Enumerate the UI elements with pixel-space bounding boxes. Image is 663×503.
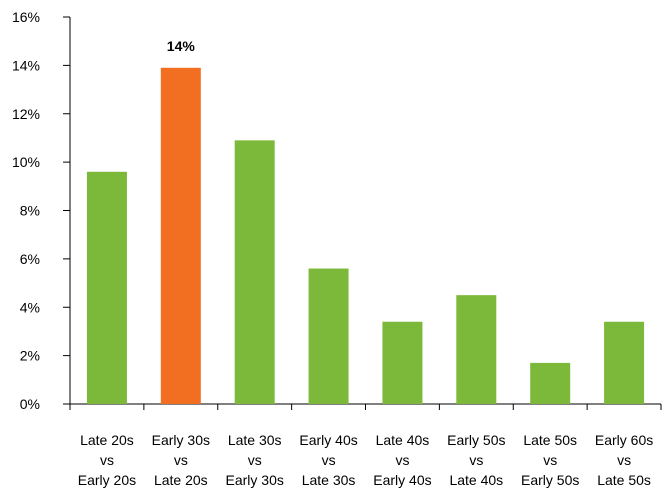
x-tick-label: Late 20s bbox=[80, 432, 134, 448]
x-tick-label: Late 30s bbox=[228, 432, 282, 448]
bar-7 bbox=[530, 362, 571, 404]
y-tick-label: 14% bbox=[12, 57, 40, 73]
y-tick-label: 16% bbox=[12, 9, 40, 25]
x-tick-label: Late 40s bbox=[376, 432, 430, 448]
x-tick-label: vs bbox=[322, 452, 336, 468]
x-tick-label: vs bbox=[395, 452, 409, 468]
x-tick-label: Early 40s bbox=[299, 432, 357, 448]
y-tick-label: 10% bbox=[12, 154, 40, 170]
x-tick-label: vs bbox=[174, 452, 188, 468]
y-tick-label: 6% bbox=[20, 251, 40, 267]
x-tick-label: Late 40s bbox=[449, 472, 503, 488]
bar-3 bbox=[234, 140, 275, 404]
x-tick-label: vs bbox=[100, 452, 114, 468]
x-tick-label: Early 60s bbox=[595, 432, 653, 448]
data-label: 14% bbox=[167, 38, 196, 54]
bar-6 bbox=[456, 295, 497, 404]
y-tick-label: 4% bbox=[20, 299, 40, 315]
x-tick-label: Late 50s bbox=[523, 432, 577, 448]
x-tick-label: vs bbox=[617, 452, 631, 468]
bar-2 bbox=[160, 67, 201, 404]
x-tick-label: Early 30s bbox=[152, 432, 210, 448]
y-tick-label: 2% bbox=[20, 348, 40, 364]
y-tick-label: 0% bbox=[20, 396, 40, 412]
y-tick-label: 12% bbox=[12, 106, 40, 122]
x-tick-label: Early 30s bbox=[226, 472, 284, 488]
x-tick-label: Late 20s bbox=[154, 472, 208, 488]
y-tick-label: 8% bbox=[20, 203, 40, 219]
bar-5 bbox=[382, 321, 423, 404]
bar-1 bbox=[86, 171, 127, 404]
bar-8 bbox=[604, 321, 645, 404]
x-tick-label: vs bbox=[543, 452, 557, 468]
x-tick-label: Early 50s bbox=[447, 432, 505, 448]
x-tick-label: Early 20s bbox=[78, 472, 136, 488]
bar-4 bbox=[308, 268, 349, 404]
x-tick-label: Late 50s bbox=[597, 472, 651, 488]
x-tick-label: vs bbox=[469, 452, 483, 468]
x-tick-label: Late 30s bbox=[302, 472, 356, 488]
x-tick-label: vs bbox=[248, 452, 262, 468]
x-tick-label: Early 40s bbox=[373, 472, 431, 488]
x-tick-label: Early 50s bbox=[521, 472, 579, 488]
